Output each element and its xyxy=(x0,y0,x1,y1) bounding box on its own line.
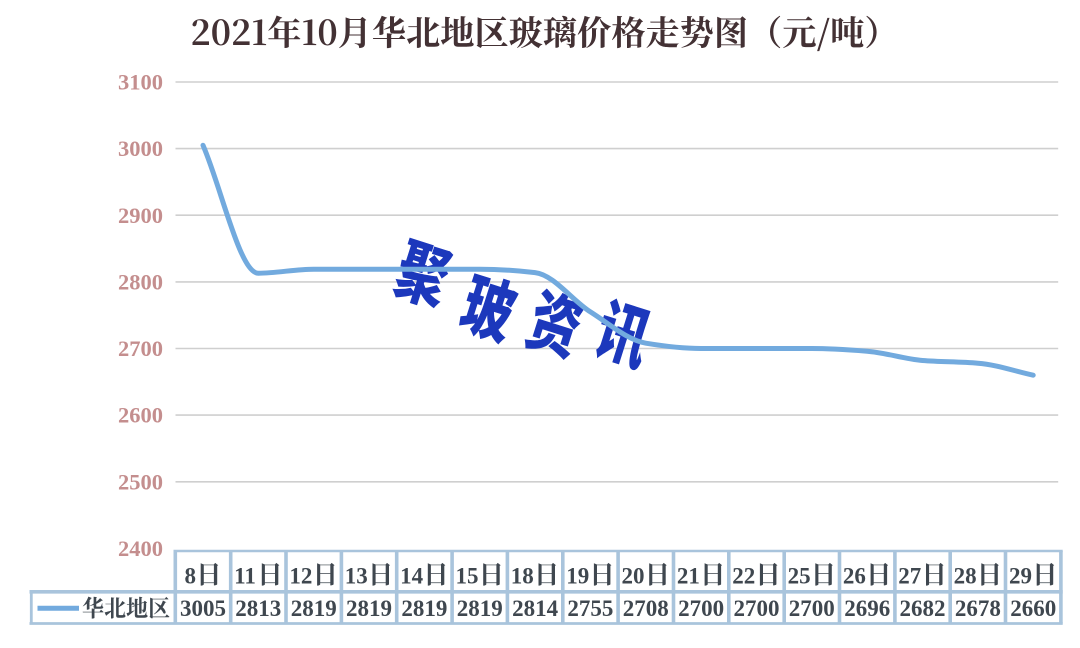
svg-text:2814: 2814 xyxy=(512,596,559,621)
svg-text:2819: 2819 xyxy=(457,596,503,621)
svg-text:15: 15 xyxy=(456,564,479,589)
svg-text:2700: 2700 xyxy=(678,596,724,621)
svg-text:2400: 2400 xyxy=(118,536,163,561)
svg-text:2678: 2678 xyxy=(955,596,1001,621)
svg-text:2800: 2800 xyxy=(118,269,163,294)
svg-text:2755: 2755 xyxy=(567,596,613,621)
svg-text:2819: 2819 xyxy=(346,596,392,621)
svg-text:12: 12 xyxy=(289,564,312,589)
svg-text:3100: 3100 xyxy=(118,70,163,95)
svg-text:2700: 2700 xyxy=(118,336,163,361)
svg-text:3005: 3005 xyxy=(180,596,226,621)
svg-text:26: 26 xyxy=(843,564,866,589)
svg-text:2708: 2708 xyxy=(623,596,669,621)
svg-text:21: 21 xyxy=(677,564,700,589)
svg-text:8: 8 xyxy=(185,564,197,589)
svg-text:27: 27 xyxy=(898,564,921,589)
svg-text:2682: 2682 xyxy=(900,596,946,621)
svg-text:2819: 2819 xyxy=(401,596,447,621)
svg-text:20: 20 xyxy=(622,564,645,589)
svg-text:14: 14 xyxy=(400,564,424,589)
svg-text:2660: 2660 xyxy=(1010,596,1056,621)
svg-text:2500: 2500 xyxy=(118,469,163,494)
svg-text:13: 13 xyxy=(345,564,368,589)
svg-text:29: 29 xyxy=(1009,564,1032,589)
svg-text:2700: 2700 xyxy=(734,596,780,621)
svg-text:11: 11 xyxy=(234,564,256,589)
svg-text:2813: 2813 xyxy=(235,596,281,621)
svg-text:18: 18 xyxy=(511,564,534,589)
svg-text:28: 28 xyxy=(954,564,977,589)
svg-text:2900: 2900 xyxy=(118,203,163,228)
svg-text:2819: 2819 xyxy=(291,596,337,621)
svg-text:22: 22 xyxy=(732,564,755,589)
svg-text:2696: 2696 xyxy=(844,596,890,621)
svg-text:2600: 2600 xyxy=(118,403,163,428)
svg-text:3000: 3000 xyxy=(118,136,163,161)
svg-text:25: 25 xyxy=(788,564,811,589)
svg-text:19: 19 xyxy=(566,564,589,589)
svg-text:2700: 2700 xyxy=(789,596,835,621)
